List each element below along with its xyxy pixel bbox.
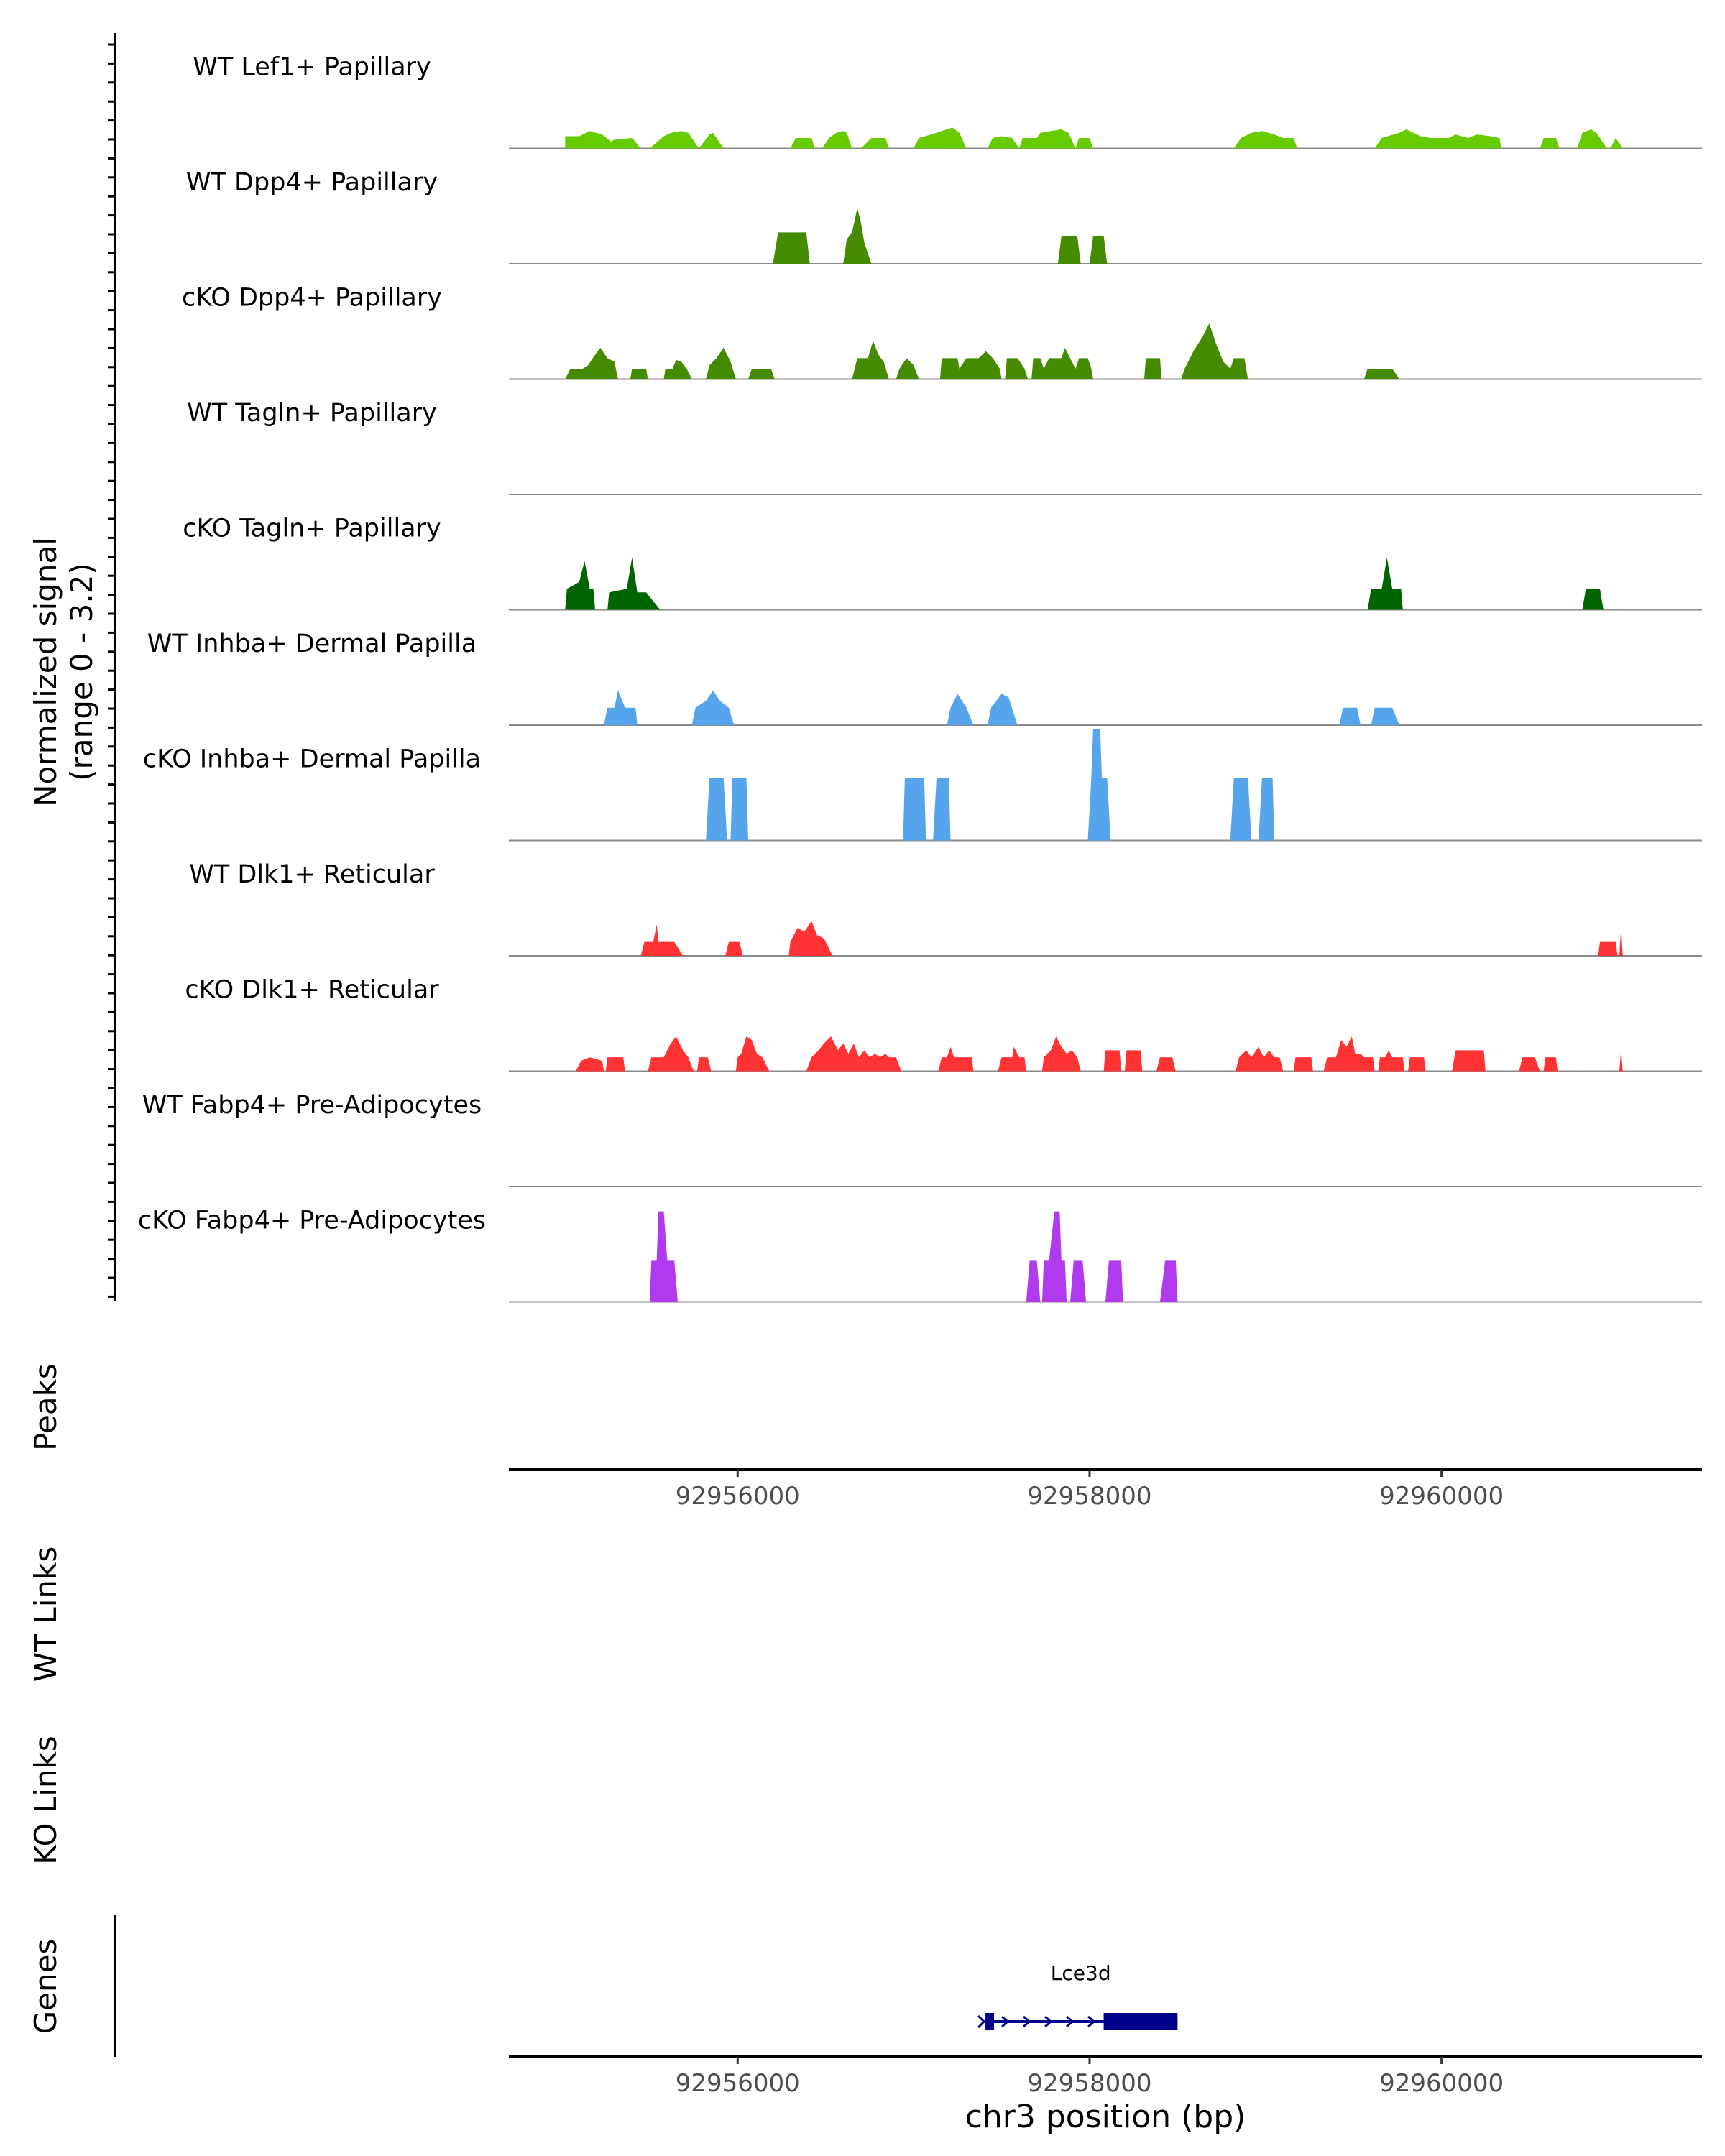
genes-label: Genes [28,1939,63,2035]
signal-y-label-line2: (range 0 - 3.2) [64,563,99,781]
gene-name-label: Lce3d [1051,1961,1111,1985]
x-axis-title: chr3 position (bp) [965,2099,1246,2135]
track-signal-area [565,557,1604,610]
x-tick-label: 92958000 [1027,1482,1151,1511]
strand-arrow-icon [1001,2015,1010,2028]
track-signal-area [649,1211,1178,1302]
track-signal-area [565,127,1623,149]
track-3: WT Tagln+ Papillary [187,399,1702,495]
x-tick-label: 92960000 [1379,1482,1504,1511]
track-signal-area [576,1036,1623,1072]
x-tick-label: 92956000 [676,2069,800,2098]
track-7: WT Dlk1+ Reticular [189,860,1702,957]
gene-model-lce3d [977,2013,1178,2030]
x-tick-label: 92960000 [1379,2069,1504,2098]
strand-arrow-icon [1044,2015,1053,2028]
track-signal-area [773,208,1108,264]
track-9: WT Fabp4+ Pre-Adipocytes [142,1091,1702,1187]
track-label: cKO Dlk1+ Reticular [185,976,439,1005]
track-label: cKO Inhba+ Dermal Papilla [143,745,481,774]
track-label: WT Dpp4+ Papillary [186,168,438,197]
track-label: cKO Tagln+ Papillary [183,515,441,543]
signal-y-label-line1: Normalized signal [28,537,63,807]
track-8: cKO Dlk1+ Reticular [185,976,1702,1072]
strand-arrow-icon [1087,2015,1096,2028]
track-1: WT Dpp4+ Papillary [186,168,1702,264]
strand-arrow-icon [1023,2015,1031,2028]
track-signal-area [565,323,1399,379]
peaks-label: Peaks [28,1363,63,1451]
track-0: WT Lef1+ Papillary [193,53,1702,149]
signal-y-axis-ticks [108,43,115,1298]
genes-x-axis: 92956000 92958000 92960000 [676,2057,1504,2098]
x-tick-label: 92956000 [676,1482,800,1511]
track-signal-area [604,690,1399,725]
track-4: cKO Tagln+ Papillary [183,515,1702,611]
gene-start-arrow [977,2014,986,2029]
track-label: WT Inhba+ Dermal Papilla [147,630,477,658]
track-10: cKO Fabp4+ Pre-Adipocytes [138,1207,1702,1303]
gene-exon-1 [985,2013,995,2030]
wt-links-label: WT Links [28,1547,63,1682]
x-tick-label: 92958000 [1027,2069,1151,2098]
peaks-x-axis: 92956000 92958000 92960000 [676,1470,1504,1511]
track-2: cKO Dpp4+ Papillary [182,284,1702,380]
track-label: cKO Dpp4+ Papillary [182,284,442,313]
strand-arrow-icon [1066,2015,1075,2028]
track-6: cKO Inhba+ Dermal Papilla [143,729,1702,842]
track-label: WT Fabp4+ Pre-Adipocytes [142,1091,482,1120]
track-5: WT Inhba+ Dermal Papilla [147,630,1702,726]
gene-exon-2 [1103,2013,1178,2030]
track-label: WT Lef1+ Papillary [193,53,431,82]
track-label: cKO Fabp4+ Pre-Adipocytes [138,1207,486,1235]
signal-tracks: WT Lef1+ Papillary WT Dpp4+ Papillary cKO … [138,53,1702,1303]
track-signal-area [706,729,1274,841]
ko-links-label: KO Links [28,1736,63,1865]
track-label: WT Tagln+ Papillary [187,399,437,428]
track-label: WT Dlk1+ Reticular [189,860,435,889]
track-signal-area [640,921,1623,956]
